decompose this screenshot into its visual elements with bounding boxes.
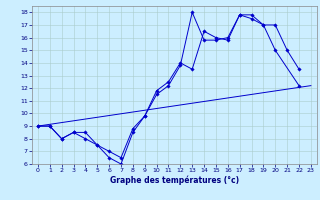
X-axis label: Graphe des températures (°c): Graphe des températures (°c) [110, 176, 239, 185]
